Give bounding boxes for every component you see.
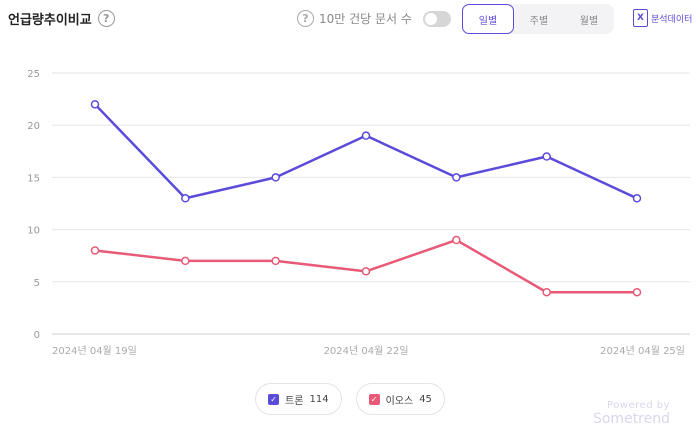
excel-label: 분석데이터 bbox=[651, 14, 693, 25]
data-point bbox=[90, 246, 100, 255]
data-point bbox=[632, 287, 642, 297]
y-tick-label: 5 bbox=[34, 278, 40, 289]
data-point bbox=[181, 256, 190, 266]
x-tick-label: 2024년 04월 25일 bbox=[600, 345, 685, 357]
series-line-1 bbox=[94, 238, 637, 294]
data-point bbox=[361, 267, 371, 276]
legend-label: 트론 bbox=[285, 395, 304, 407]
series-line-0 bbox=[94, 103, 638, 200]
brand-name: Sometrend bbox=[592, 411, 670, 427]
data-point bbox=[90, 100, 100, 109]
x-tick-label: 2024년 04월 19일 bbox=[52, 345, 137, 357]
powered-by-text: Powered by bbox=[607, 400, 670, 411]
y-tick-label: 15 bbox=[27, 173, 40, 184]
brand-watermark: Powered by Sometrend bbox=[593, 400, 670, 427]
legend-total: 114 bbox=[309, 393, 329, 405]
legend-total: 45 bbox=[419, 393, 432, 405]
legend-label: 이오스 bbox=[385, 395, 414, 407]
tab-daily[interactable]: 일별 bbox=[462, 4, 514, 34]
data-point bbox=[271, 173, 280, 182]
period-tabs: 일별 주별 월별 bbox=[462, 4, 614, 34]
data-point bbox=[452, 173, 461, 182]
data-point bbox=[181, 194, 190, 203]
y-tick-label: 10 bbox=[27, 226, 40, 237]
excel-download-button[interactable]: X 분석데이터 bbox=[633, 9, 692, 27]
legend: ✓ 트론 114 ✓ 이오스 45 bbox=[0, 383, 700, 415]
checkbox-icon: ✓ bbox=[368, 393, 380, 405]
tab-monthly[interactable]: 월별 bbox=[579, 15, 599, 27]
help-icon[interactable]: ? bbox=[97, 10, 115, 27]
page-title-text: 언급량추이비교 bbox=[8, 13, 92, 28]
x-tick-label: 2024년 04월 22일 bbox=[324, 345, 409, 357]
data-point bbox=[542, 287, 551, 297]
y-tick-label: 20 bbox=[27, 121, 40, 132]
page-title: 언급량추이비교 ? bbox=[8, 9, 115, 28]
help-icon[interactable]: ? bbox=[297, 10, 314, 27]
tab-weekly[interactable]: 주별 bbox=[529, 15, 549, 27]
data-point bbox=[542, 152, 551, 161]
data-point bbox=[632, 194, 642, 203]
y-tick-label: 25 bbox=[27, 69, 40, 80]
per10k-toggle[interactable] bbox=[422, 10, 451, 27]
per10k-option: ? 10만 건당 문서 수 bbox=[297, 10, 451, 27]
legend-item-eos[interactable]: ✓ 이오스 45 bbox=[355, 383, 445, 415]
checkbox-icon: ✓ bbox=[268, 393, 280, 405]
data-point bbox=[452, 235, 461, 245]
data-point bbox=[271, 256, 280, 266]
per10k-label: 10만 건당 문서 수 bbox=[319, 12, 412, 26]
toggle-knob bbox=[424, 12, 437, 25]
data-point bbox=[361, 131, 371, 140]
legend-item-tron[interactable]: ✓ 트론 114 bbox=[255, 383, 342, 415]
y-tick-label: 0 bbox=[34, 330, 40, 341]
excel-icon: X bbox=[633, 9, 648, 27]
